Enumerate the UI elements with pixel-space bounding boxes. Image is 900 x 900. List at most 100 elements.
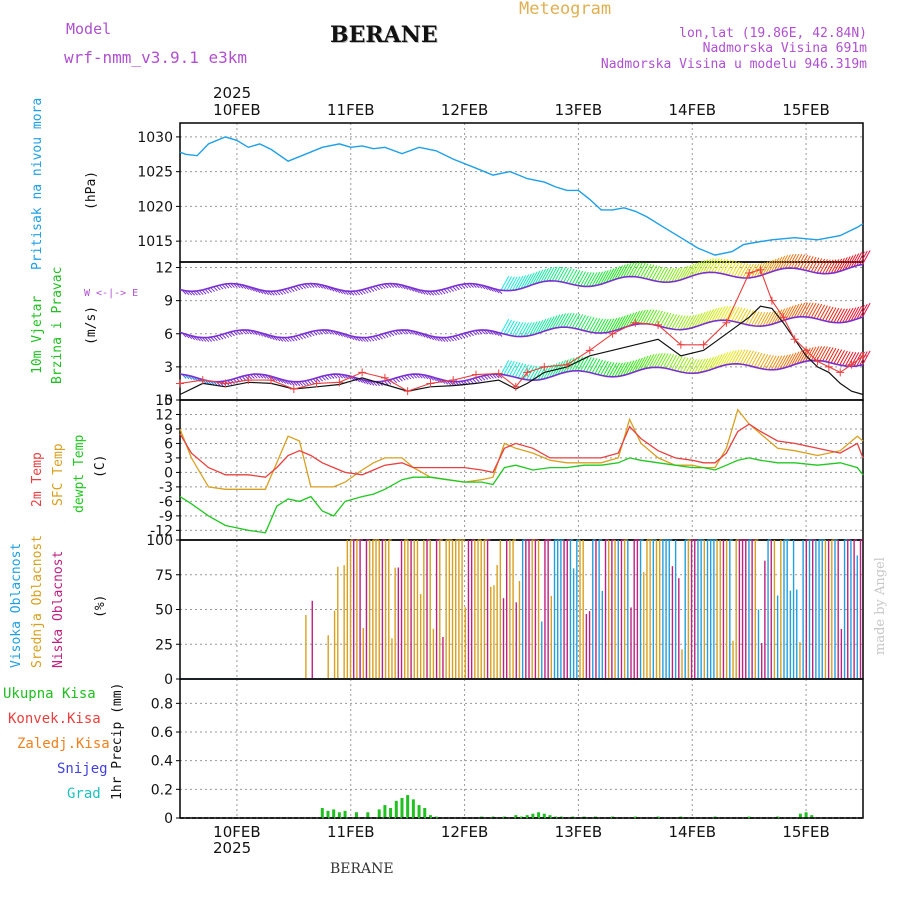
wind-barb [568, 269, 578, 284]
wind-barb [640, 309, 649, 324]
wind-barb [523, 322, 532, 337]
precip-bar [537, 812, 541, 818]
ytick-label: 1015 [137, 234, 173, 250]
wind-barb [702, 357, 712, 373]
wind-barb [585, 317, 595, 332]
wind-barb [637, 356, 646, 372]
precip-legend-total: Ukupna Kisa [3, 686, 96, 702]
wind-barb [540, 318, 549, 333]
wind-barb [526, 272, 535, 288]
wind-barb [765, 355, 774, 370]
wind-barb [725, 350, 734, 366]
wind-barb [284, 288, 289, 294]
wind-barb [739, 263, 749, 278]
wind-gust-marker [511, 382, 520, 391]
date-label-bottom: 15FEB [782, 823, 829, 841]
pressure-line [179, 136, 864, 256]
precip-bar [633, 816, 637, 818]
wind-barb [714, 258, 723, 273]
wind-barb [830, 259, 840, 274]
precip-bar [383, 805, 387, 818]
wind-gust-marker [767, 296, 776, 305]
wind-barb [648, 353, 658, 369]
wind-barb [671, 267, 680, 283]
wind-gust-marker [836, 368, 845, 377]
wind-barb [514, 363, 524, 378]
wind-barb [369, 336, 375, 342]
wind-barb [218, 334, 224, 340]
wind-barb [682, 315, 692, 330]
wind-barb [799, 254, 808, 270]
wind-barb [230, 379, 235, 385]
wind-barb [708, 308, 717, 323]
wind-gust-marker [312, 379, 321, 388]
wind-gust-marker [176, 379, 184, 388]
wind-barb [819, 259, 828, 274]
ytick-label: 0.4 [151, 754, 173, 770]
wind-barb [506, 320, 515, 335]
precip-bar [332, 809, 336, 818]
wind-barb [694, 260, 703, 276]
wind-barb [603, 269, 612, 284]
wind-gust-marker [699, 340, 708, 349]
wind-barb [796, 302, 806, 318]
wind-barb [534, 269, 544, 285]
wind-barb [204, 288, 210, 294]
wind-gust-marker [449, 376, 458, 385]
wind-barb [386, 380, 392, 385]
wind-barb [768, 310, 777, 326]
wind-barb [736, 262, 746, 278]
wind-barb [568, 313, 578, 328]
precip-bar [548, 815, 552, 818]
wind-barb [728, 350, 737, 365]
wind-barb [583, 357, 592, 372]
wind-barb [617, 362, 626, 377]
wind-barb [859, 303, 868, 319]
wind-barb [711, 355, 720, 370]
wind-barb [520, 274, 530, 289]
wind-gust-marker [631, 318, 640, 327]
date-label-top: 12FEB [441, 101, 488, 119]
wind-barb [782, 254, 791, 269]
precip-bar [400, 797, 404, 818]
wind-barb [625, 262, 635, 278]
wind-barb [691, 261, 700, 277]
wind-gust-marker [847, 360, 856, 369]
ytick-label: 0.8 [151, 696, 173, 712]
precip-legend-snow: Snijeg [57, 761, 108, 777]
wind-barb [685, 314, 695, 330]
precip-bar [326, 810, 330, 818]
wind-barb [216, 335, 221, 341]
wind-barb [677, 356, 686, 372]
wind-gust-marker [722, 318, 731, 327]
wind-gust-marker [654, 320, 663, 329]
wind-barb [728, 261, 737, 276]
wind-barb [557, 266, 567, 282]
wind-barb [748, 263, 757, 279]
wind-barb [557, 313, 567, 328]
wind-barb [548, 315, 558, 330]
wind-barb [824, 347, 834, 362]
wind-gust-marker [403, 387, 412, 396]
wind-barb [668, 267, 678, 283]
wind-barb [679, 357, 689, 373]
wind-barb [580, 315, 589, 331]
wind-barb [827, 259, 837, 274]
altitude-label: Nadmorska Visina 691m [702, 41, 867, 56]
wind-barb [696, 260, 706, 275]
wind-gust-marker [585, 346, 594, 355]
wind-barb [642, 263, 652, 279]
wind-barb [657, 311, 666, 326]
wind-barb [853, 305, 863, 321]
wind-barb [543, 317, 552, 332]
wind-barb [597, 318, 606, 334]
wind-gust-marker [779, 313, 788, 322]
ytick-label: 25 [155, 637, 173, 653]
wind-barb [588, 358, 598, 373]
ytick-label: 0 [164, 811, 173, 827]
wind-barb [546, 316, 555, 331]
wind-barb [822, 346, 831, 362]
wind-barb [699, 259, 709, 274]
wind-barb [529, 321, 538, 336]
